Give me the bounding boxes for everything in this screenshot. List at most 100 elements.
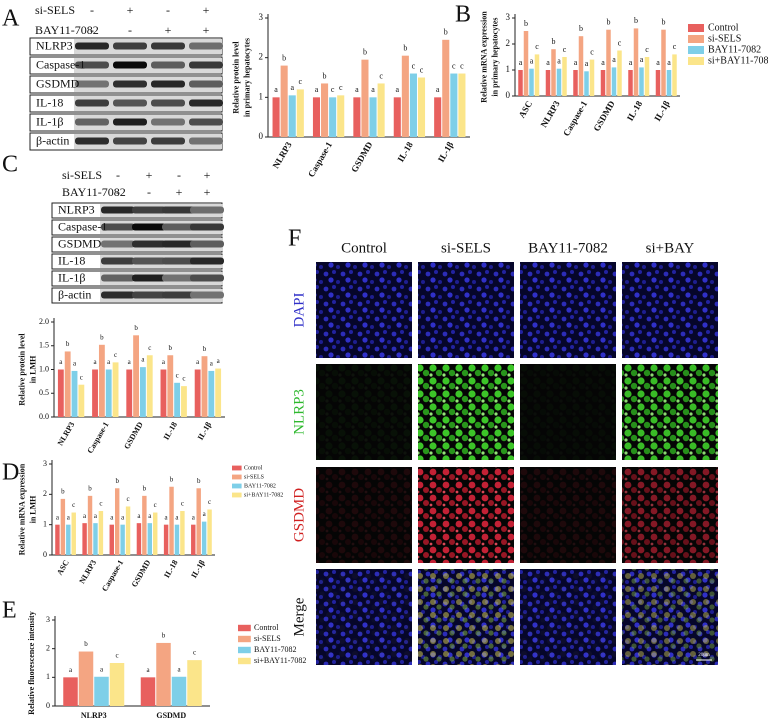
column-header: Control [341, 240, 387, 256]
y-tick-label: 2 [43, 489, 47, 498]
x-tick-label: IL-1β [196, 420, 213, 441]
column-header: si+BAY [646, 240, 695, 256]
protein-label: IL-18 [36, 95, 63, 109]
treatment-sign: + [176, 185, 183, 199]
bar [450, 73, 458, 137]
blot-background [74, 58, 222, 73]
significance-letter: a [141, 356, 145, 364]
bar [672, 54, 677, 96]
significance-letter: b [170, 475, 174, 483]
protein-label: β-actin [58, 287, 91, 301]
y-axis-label: Relative protein level [231, 41, 240, 114]
significance-letter: b [662, 18, 666, 27]
bar [60, 498, 66, 555]
bar [551, 49, 556, 96]
panel-label: E [2, 598, 17, 624]
significance-letter: a [128, 358, 132, 366]
x-tick-label: NLRP3 [539, 99, 562, 130]
bar [296, 89, 304, 137]
significance-letter: a [355, 85, 359, 94]
blot-background [74, 115, 222, 130]
blot-background [74, 77, 222, 92]
panel-label: A [2, 6, 20, 32]
treatment-sign: - [166, 3, 170, 17]
bar [180, 511, 185, 555]
significance-letter: a [436, 85, 440, 94]
bar [644, 57, 650, 96]
bar [208, 370, 215, 417]
significance-letter: b [169, 344, 173, 352]
bar [93, 523, 98, 555]
treatment-sign: - [116, 168, 120, 182]
significance-letter: a [530, 57, 534, 66]
legend-label: Control [244, 465, 263, 471]
treatment-label: BAY11-7082 [62, 185, 126, 199]
blot-band [190, 223, 224, 231]
blot-band [101, 257, 135, 265]
legend-swatch [232, 492, 242, 498]
blot-background [74, 134, 222, 149]
bar [353, 97, 361, 137]
significance-letter: a [546, 58, 550, 67]
significance-letter: a [148, 512, 152, 520]
x-tick-label: GSDMD [122, 420, 145, 450]
blot-band [190, 291, 224, 299]
x-tick-label: Caspase-1 [306, 140, 334, 179]
significance-letter: a [94, 512, 98, 520]
bar [187, 660, 202, 706]
y-tick-label: 2 [259, 52, 264, 62]
bar [71, 370, 78, 417]
y-tick-label: 1 [259, 91, 264, 101]
significance-letter: c [72, 501, 75, 509]
blot-band [162, 223, 196, 231]
bar [194, 369, 201, 417]
y-tick-label: 3 [46, 615, 50, 624]
legend-swatch [688, 46, 704, 54]
significance-letter: a [395, 85, 399, 94]
y-tick-label: 1 [506, 64, 511, 74]
bar [114, 488, 120, 555]
bar [126, 369, 133, 417]
blot-band [132, 291, 166, 299]
protein-label: NLRP3 [36, 38, 73, 52]
bar [146, 355, 153, 417]
bar [140, 367, 146, 417]
micrograph [418, 262, 514, 358]
y-tick-label: 0 [43, 550, 47, 559]
blot-band [75, 118, 109, 126]
bar [167, 355, 174, 417]
blot-band [101, 291, 135, 299]
significance-letter: b [552, 37, 556, 46]
legend-label: BAY11-7082 [244, 483, 276, 489]
bar [71, 512, 76, 555]
significance-letter: b [323, 71, 327, 80]
bar [201, 521, 207, 555]
bar [434, 97, 442, 137]
blot-band [189, 99, 223, 107]
blot-band [113, 42, 147, 50]
significance-letter: a [574, 58, 578, 67]
significance-letter: c [618, 38, 622, 47]
blot-band [151, 61, 185, 69]
significance-letter: c [114, 351, 117, 359]
bar [133, 335, 139, 417]
y-tick-label: 1.0 [39, 364, 49, 373]
bar [272, 97, 280, 137]
bar [94, 676, 109, 706]
significance-letter: a [203, 510, 207, 518]
micrograph [316, 262, 412, 358]
significance-letter: a [210, 360, 214, 368]
significance-letter: b [403, 44, 407, 53]
significance-letter: a [175, 513, 179, 521]
x-tick-label: Caspase-1 [85, 420, 110, 455]
bar [82, 523, 87, 555]
treatment-sign: + [204, 168, 211, 182]
x-tick-label: NLRP3 [77, 558, 98, 585]
significance-letter: c [99, 500, 102, 508]
micrograph-signal [316, 364, 412, 460]
significance-letter: a [656, 58, 660, 67]
significance-letter: a [107, 358, 111, 366]
significance-letter: b [162, 632, 166, 640]
significance-letter: b [115, 477, 119, 485]
row-label: NLRP3 [291, 389, 307, 435]
